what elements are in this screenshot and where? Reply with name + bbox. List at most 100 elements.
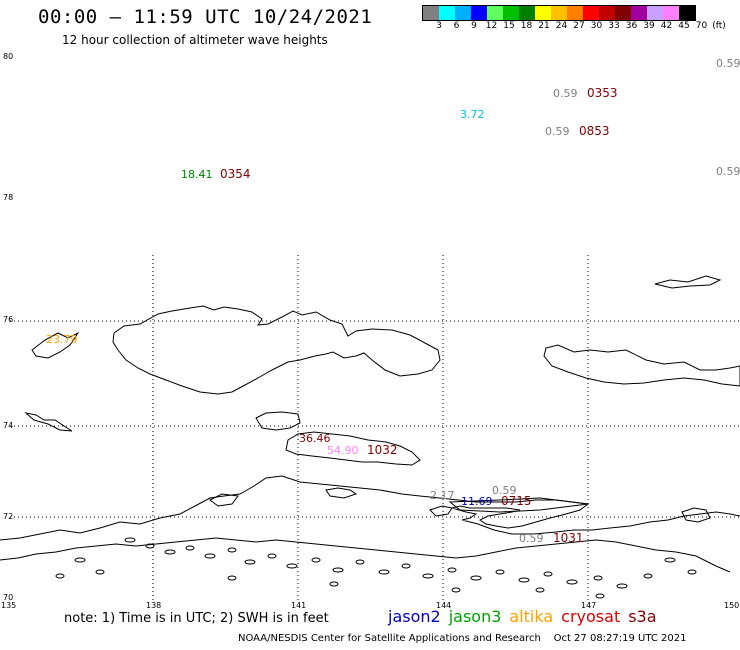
footer: NOAA/NESDIS Center for Satellite Applica…	[238, 633, 687, 644]
colorbar-swatch	[599, 6, 615, 20]
coast-lyakhovsky-island	[285, 431, 421, 466]
colorbar-swatch	[519, 6, 535, 20]
lon-label-147: 147	[581, 601, 596, 610]
lat-label-74: 74	[3, 421, 13, 430]
lon-label-144: 144	[436, 601, 451, 610]
colorbar-labels: 3 6 9 12 15 18 21 24 27 30 33 36 39 42 45 70 (ft)	[422, 21, 740, 33]
latitude-labels: 80 78 76 74 72 70	[3, 52, 13, 602]
obs-value: 0.59	[716, 57, 740, 70]
colorbar-swatch	[647, 6, 663, 20]
obs-time: 0354	[220, 167, 251, 181]
obs-time: 1031	[553, 531, 584, 545]
legend-altika: altika	[509, 607, 554, 626]
colorbar-label: (ft)	[712, 21, 726, 31]
colorbar-swatch	[583, 6, 599, 20]
colorbar-label: 27	[573, 21, 585, 31]
obs-time: 0353	[587, 86, 618, 100]
lon-label-150: 150	[724, 601, 739, 610]
coast-new-siberia-island	[543, 344, 740, 387]
colorbar-label: 42	[660, 21, 673, 31]
colorbar-label: 30	[590, 21, 603, 31]
colorbar-label: 3	[436, 21, 442, 31]
lat-label-76: 76	[3, 315, 13, 324]
note-text: note: 1) Time is in UTC; 2) SWH is in fe…	[64, 611, 329, 626]
legend-cryosat: cryosat	[561, 607, 621, 626]
coast-islet-northeast	[654, 275, 722, 289]
obs-value: 0.59	[545, 125, 570, 138]
colorbar-swatch	[551, 6, 567, 20]
colorbar-label: 21	[538, 21, 550, 31]
obs-time: 1032	[367, 443, 398, 457]
obs-value: 18.41	[181, 168, 213, 181]
colorbar-swatch	[567, 6, 583, 20]
lon-label-138: 138	[146, 601, 161, 610]
obs-time: 0715	[501, 494, 532, 508]
wave-height-colorbar	[422, 5, 696, 21]
legend-s3a: s3a	[628, 607, 657, 626]
obs-value: 54.90	[327, 444, 359, 457]
obs-value: 0.59	[553, 87, 578, 100]
colorbar-label: 18	[520, 21, 533, 31]
obs-value: 11.69	[461, 495, 493, 508]
obs-value: 0.59	[519, 532, 544, 545]
colorbar-swatch	[423, 6, 439, 20]
colorbar-swatch	[487, 6, 503, 20]
lat-label-72: 72	[3, 512, 13, 521]
colorbar-swatch	[679, 6, 695, 20]
coast-island-northwest	[31, 331, 80, 359]
observations: 0.59 0.59 0353 3.72 0.59 0853 18.41 0354…	[46, 57, 740, 545]
coast-lena-delta	[0, 537, 731, 573]
coast-delta-islets	[55, 537, 697, 599]
colorbar-swatch	[615, 6, 631, 20]
colorbar-label: 15	[503, 21, 515, 31]
footer-source: NOAA/NESDIS Center for Satellite Applica…	[238, 633, 541, 644]
coast-island-west-small	[24, 412, 73, 432]
obs-value: 36.46	[299, 432, 331, 445]
lon-label-135: 135	[1, 601, 16, 610]
coast-kotelny-island	[112, 305, 441, 395]
longitude-labels: 135 138 141 144 147 150	[1, 601, 739, 610]
obs-value: 0.59	[492, 484, 517, 497]
coast-mainland	[0, 475, 740, 541]
colorbar-swatch	[535, 6, 551, 20]
map-title: 00:00 – 11:59 UTC 10/24/2021	[38, 6, 373, 28]
lon-label-141: 141	[291, 601, 306, 610]
coast-bay-islands-4	[429, 505, 453, 517]
colorbar-label: 33	[608, 21, 620, 31]
colorbar-label: 70	[695, 21, 708, 31]
coast-bay-islands-1	[209, 493, 239, 507]
colorbar-swatch	[663, 6, 679, 20]
obs-value: 2.17	[430, 489, 455, 502]
colorbar-swatch	[471, 6, 487, 20]
lat-label-78: 78	[3, 193, 13, 202]
coastlines	[0, 275, 740, 599]
obs-value: 3.72	[460, 108, 485, 121]
obs-value: 0.59	[716, 165, 740, 178]
colorbar-label: 39	[643, 21, 655, 31]
colorbar-label: 6	[453, 21, 460, 31]
lat-lon-grid	[10, 255, 740, 600]
colorbar-swatch	[503, 6, 519, 20]
map-subtitle: 12 hour collection of altimeter wave hei…	[62, 33, 328, 47]
obs-time: 0853	[579, 124, 610, 138]
footer-timestamp: Oct 27 08:27:19 UTC 2021	[553, 633, 687, 644]
obs-value: 23.79	[46, 333, 78, 346]
satellite-track	[448, 497, 589, 513]
satellite-legend: jason2 jason3 altika cryosat s3a	[388, 607, 665, 626]
colorbar-label: 45	[678, 21, 690, 31]
colorbar-swatch	[631, 6, 647, 20]
coast-bay-islands-3	[681, 507, 711, 523]
legend-jason3: jason3	[448, 607, 502, 626]
colorbar-label: 36	[625, 21, 638, 31]
lat-label-70: 70	[3, 593, 13, 602]
lat-label-80: 80	[3, 52, 13, 61]
colorbar-label: 9	[471, 21, 477, 31]
colorbar-label: 12	[485, 21, 498, 31]
coast-islet-central	[255, 411, 301, 431]
colorbar-label: 24	[555, 21, 568, 31]
colorbar-swatch	[455, 6, 471, 20]
colorbar-swatch	[439, 6, 455, 20]
coast-bay-islands-2	[325, 487, 358, 499]
legend-jason2: jason2	[388, 607, 441, 626]
